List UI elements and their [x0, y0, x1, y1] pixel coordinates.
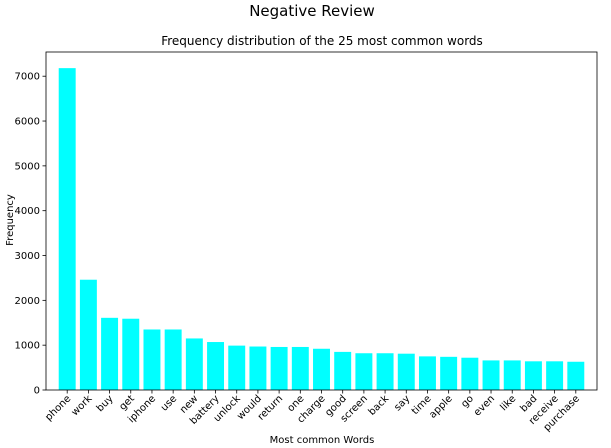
y-tick-label: 2000: [15, 296, 40, 307]
bar-go: [461, 357, 479, 390]
bar-work: [79, 279, 97, 390]
chart-title: Frequency distribution of the 25 most co…: [161, 34, 483, 48]
bar-back: [376, 353, 394, 390]
bar-would: [249, 346, 267, 390]
x-tick-label: back: [367, 393, 392, 418]
x-tick-label: phone: [43, 393, 73, 423]
x-tick-label: work: [70, 393, 95, 418]
bar-bad: [524, 361, 542, 390]
y-axis-label: Frequency: [5, 194, 16, 246]
bar-iphone: [143, 329, 161, 390]
y-tick-label: 3000: [15, 251, 40, 262]
bar-battery: [207, 342, 225, 390]
x-axis-label: Most common Words: [270, 435, 375, 446]
bar-time: [418, 356, 436, 390]
y-tick-label: 6000: [15, 117, 40, 128]
x-tick-label: say: [392, 393, 412, 413]
bar-get: [122, 318, 140, 390]
x-tick-label: buy: [95, 393, 116, 414]
bar-phone: [58, 68, 76, 390]
y-tick-label: 4000: [15, 206, 40, 217]
x-tick-label: like: [498, 393, 518, 413]
bar-buy: [101, 317, 119, 390]
bar-use: [164, 329, 182, 390]
figure-suptitle: Negative Review: [249, 2, 375, 20]
y-tick-label: 1000: [15, 341, 40, 352]
bar-one: [291, 346, 309, 390]
bar-apple: [440, 356, 458, 390]
x-tick-label: use: [159, 393, 179, 413]
bar-screen: [355, 353, 373, 390]
bar-unlock: [228, 345, 246, 390]
y-tick-label: 0: [34, 386, 40, 397]
bar-good: [334, 351, 352, 390]
bar-receive: [546, 361, 564, 390]
x-tick-label: go: [459, 393, 476, 410]
bar-new: [185, 338, 203, 390]
y-tick-label: 5000: [15, 161, 40, 172]
y-tick-label: 7000: [15, 72, 40, 83]
bar-purchase: [567, 361, 585, 390]
bar-like: [503, 360, 521, 390]
bar-say: [397, 353, 415, 390]
bar-return: [270, 346, 288, 390]
x-tick-label: even: [472, 393, 497, 418]
bar-even: [482, 360, 500, 390]
bar-charge: [313, 348, 330, 390]
x-tick-label: apple: [427, 393, 454, 420]
